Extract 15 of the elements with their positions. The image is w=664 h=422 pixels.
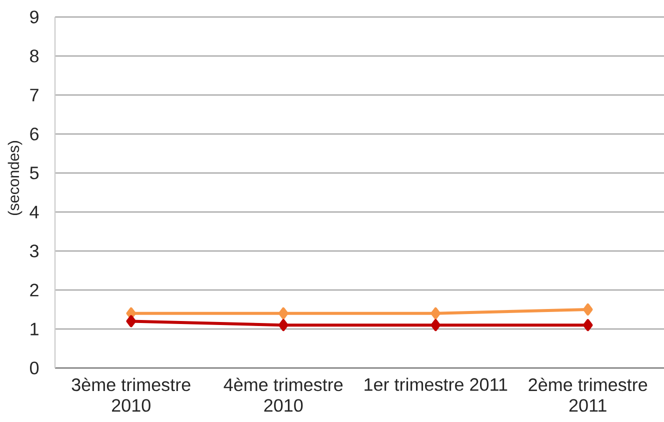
y-tick-label: 0	[30, 362, 39, 374]
y-tick-label: 9	[30, 10, 38, 24]
y-tick-label: 1	[30, 322, 38, 336]
y-tick-label: 4	[30, 206, 39, 218]
y-tick-label: 6	[30, 128, 39, 140]
x-tick-label: 1er trimestre 2011	[364, 378, 508, 391]
y-tick-label: 3	[30, 244, 39, 258]
y-tick-label: 5	[30, 166, 39, 180]
y-tick-label: 2	[30, 284, 38, 296]
y-axis-title: (secondes)	[8, 141, 22, 215]
x-tick-label: 3ème trimestre 2010	[72, 378, 190, 412]
y-tick-label: 8	[30, 50, 39, 62]
y-tick-label: 7	[30, 88, 38, 102]
x-tick-label: 2ème trimestre 2011	[528, 378, 648, 412]
x-tick-label: 4ème trimestre 2010	[224, 378, 343, 412]
